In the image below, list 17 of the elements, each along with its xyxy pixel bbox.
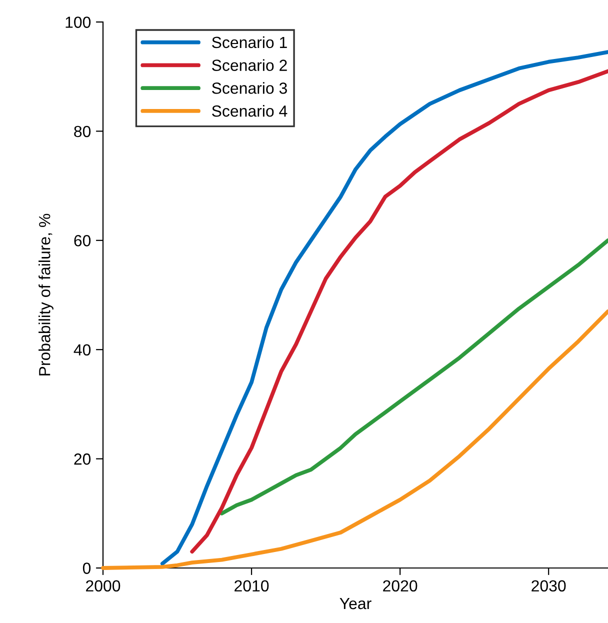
x-tick-label: 2030 xyxy=(532,580,566,592)
x-tick-label: 2020 xyxy=(383,580,418,592)
y-tick-label: 80 xyxy=(74,126,91,138)
legend-label: Scenario 2 xyxy=(212,59,287,71)
y-tick-label: 60 xyxy=(74,235,91,246)
x-axis-title: Year xyxy=(340,598,372,610)
legend-label: Scenario 4 xyxy=(212,105,288,117)
y-tick-label: 0 xyxy=(82,562,91,574)
x-tick-label: 2010 xyxy=(234,580,269,592)
y-axis-title: Probability of failure, % xyxy=(38,214,54,376)
legend-label: Scenario 3 xyxy=(212,82,287,94)
x-tick-label: 2000 xyxy=(86,580,120,592)
y-tick-label: 20 xyxy=(74,453,91,465)
line-series xyxy=(220,238,608,516)
legend-label: Scenario 1 xyxy=(212,36,287,48)
y-tick-label: 40 xyxy=(74,344,91,356)
y-tick-label: 100 xyxy=(66,16,91,28)
